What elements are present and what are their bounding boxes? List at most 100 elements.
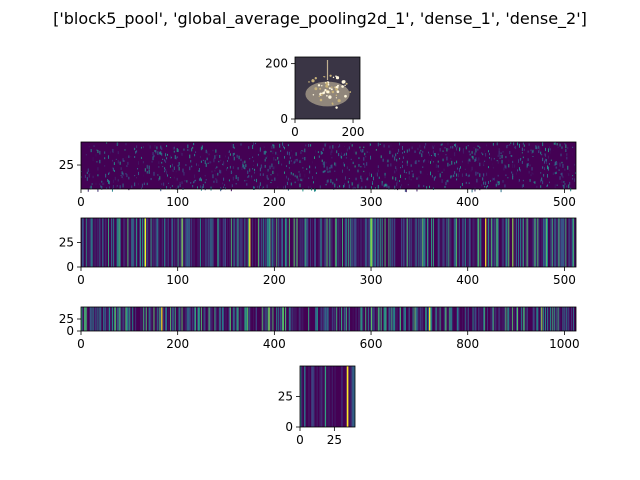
heatmap-cell <box>488 153 490 156</box>
heatmap-cell <box>152 156 154 161</box>
heatmap-cell <box>223 186 225 189</box>
heatmap-cell <box>520 158 522 160</box>
heatmap-cell <box>101 180 103 183</box>
heatmap-cell <box>481 184 483 187</box>
heatmap-cell <box>539 147 541 151</box>
heatmap-cell <box>344 176 346 180</box>
heatmap-cell <box>459 167 460 172</box>
heatmap-cell <box>92 175 94 179</box>
heatmap-column <box>501 218 503 267</box>
heatmap-column <box>149 307 151 331</box>
heatmap-cell <box>555 166 557 169</box>
heatmap-cell <box>433 152 435 156</box>
chandelier-light <box>311 79 315 83</box>
heatmap-cell <box>212 174 214 179</box>
heatmap-cell <box>187 144 189 149</box>
heatmap-cell <box>179 183 181 188</box>
heatmap-cell <box>351 182 353 186</box>
heatmap-cell <box>549 150 551 154</box>
heatmap-column <box>407 307 409 331</box>
heatmap-cell <box>510 142 512 144</box>
heatmap-cell <box>479 173 481 177</box>
heatmap-cell <box>349 142 351 145</box>
heatmap-cell <box>399 142 401 146</box>
heatmap-cell <box>497 174 499 177</box>
heatmap-column <box>526 218 528 267</box>
heatmap-column <box>105 218 107 267</box>
heatmap-column <box>235 307 237 331</box>
heatmap-column <box>223 307 225 331</box>
heatmap-cell <box>164 167 166 170</box>
heatmap-column <box>304 366 306 427</box>
heatmap-cell <box>366 178 368 181</box>
heatmap-cell <box>249 158 251 160</box>
heatmap-column <box>175 218 177 267</box>
heatmap-column <box>358 218 360 267</box>
heatmap-cell <box>555 171 557 174</box>
heatmap-cell <box>527 150 529 153</box>
heatmap-column <box>153 307 155 331</box>
heatmap-cell <box>383 184 385 188</box>
heatmap-cell <box>406 163 408 166</box>
heatmap-cell <box>335 146 337 148</box>
heatmap-cell <box>532 156 534 158</box>
heatmap-cell <box>514 164 516 168</box>
heatmap-column <box>357 218 359 267</box>
heatmap-column <box>366 218 368 267</box>
heatmap-cell <box>150 177 152 181</box>
heatmap-cell <box>147 164 149 166</box>
heatmap-cell <box>90 149 92 153</box>
heatmap-cell <box>449 164 451 166</box>
heatmap-cell <box>348 169 350 171</box>
heatmap-column <box>239 218 241 267</box>
heatmap-cell <box>286 181 288 186</box>
heatmap-cell <box>357 169 359 173</box>
chandelier-light <box>327 83 330 86</box>
heatmap-cell <box>497 183 499 186</box>
heatmap-cell <box>286 151 288 155</box>
heatmap-column <box>459 218 460 267</box>
heatmap-column <box>166 218 168 267</box>
heatmap-cell <box>482 153 484 156</box>
heatmap-column <box>428 307 430 331</box>
heatmap-column <box>573 218 575 267</box>
heatmap-cell <box>369 143 371 147</box>
heatmap-column <box>556 307 558 331</box>
heatmap-cell <box>542 142 544 147</box>
heatmap-column <box>117 307 119 331</box>
heatmap-cell <box>483 164 485 167</box>
heatmap-cell <box>377 142 379 147</box>
heatmap-cell <box>165 168 167 171</box>
heatmap-cell <box>157 151 159 155</box>
heatmap-column <box>439 307 441 331</box>
heatmap-cell <box>442 150 444 152</box>
y-tick-label: 25 <box>59 312 74 326</box>
heatmap-column <box>207 218 209 267</box>
heatmap-cell <box>450 158 452 160</box>
chandelier-light <box>333 86 336 89</box>
heatmap-cell <box>497 181 499 183</box>
heatmap-cell <box>242 161 244 166</box>
heatmap-column <box>562 307 564 331</box>
heatmap-column <box>345 218 347 267</box>
heatmap-cell <box>560 153 562 157</box>
heatmap-column <box>153 218 155 267</box>
heatmap-cell <box>417 171 419 176</box>
chandelier-light <box>308 81 310 83</box>
heatmap-column <box>354 218 356 267</box>
chandelier-light <box>337 99 341 103</box>
heatmap-cell <box>499 155 501 158</box>
heatmap-cell <box>488 166 489 169</box>
heatmap-cell <box>420 170 422 174</box>
heatmap-cell <box>397 152 399 154</box>
heatmap-cell <box>285 165 287 167</box>
heatmap-cell <box>104 165 106 167</box>
heatmap-column <box>544 218 546 267</box>
heatmap-cell <box>269 165 271 170</box>
heatmap-cell <box>332 181 334 185</box>
heatmap-column <box>545 307 547 331</box>
heatmap-cell <box>444 147 446 149</box>
chandelier-light <box>323 91 326 93</box>
heatmap-column <box>533 307 535 331</box>
heatmap-cell <box>572 146 574 148</box>
